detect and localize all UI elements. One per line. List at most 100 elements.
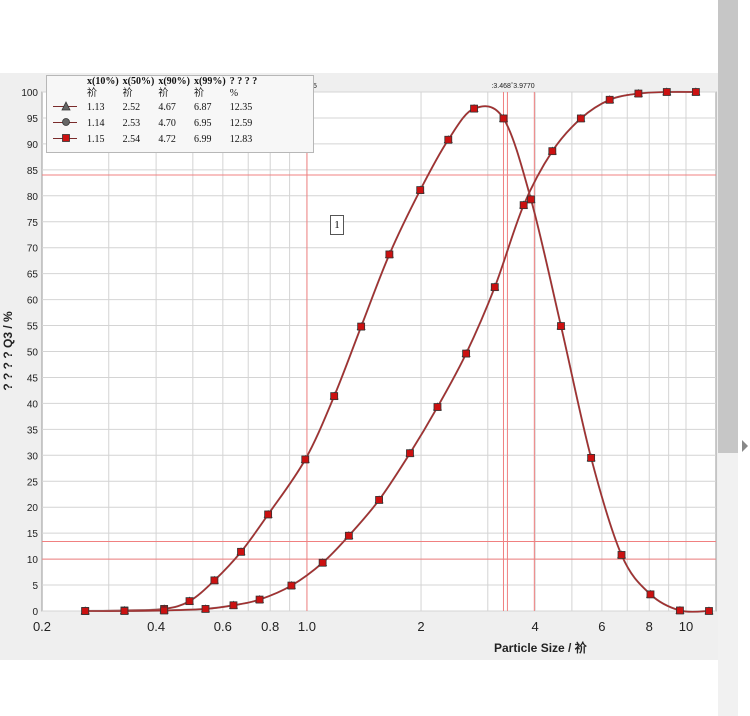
x-tick-label: 10	[679, 619, 693, 634]
legend-unit: 祄	[194, 88, 205, 99]
density-square-marker	[416, 186, 425, 194]
cumulative-square-marker	[691, 88, 700, 96]
x-tick-label: 4	[532, 619, 539, 634]
cumulative-square-marker	[634, 89, 643, 98]
legend-value: 12.83	[229, 134, 253, 145]
density-square-marker	[617, 551, 626, 559]
y-tick-label: 25	[27, 477, 39, 488]
triangle-marker-icon	[61, 101, 71, 111]
density-square-marker	[499, 114, 508, 123]
y-tick-label: 75	[27, 218, 39, 229]
cumulative-square-marker	[318, 558, 327, 567]
cumulative-square-marker	[120, 607, 129, 615]
legend-unit: %	[229, 88, 239, 99]
legend-value: 1.14	[87, 118, 105, 129]
legend-value: 4.70	[158, 118, 176, 129]
cumulative-square-marker	[344, 531, 353, 540]
x-axis-title: Particle Size / 祄	[494, 641, 587, 655]
cumulative-square-marker	[433, 403, 442, 411]
density-square-marker	[210, 576, 219, 585]
cumulative-square-marker	[662, 88, 671, 96]
legend-header: x(99%)	[194, 76, 226, 87]
legend-header: x(50%)	[122, 76, 155, 87]
legend-value: 1.13	[87, 102, 105, 113]
legend-unit: 祄	[158, 88, 169, 99]
cumulative-square-marker	[160, 606, 169, 615]
cursor-label[interactable]: 1	[330, 215, 344, 235]
legend-row: 1.15 2.54 4.72 6.99 12.83	[47, 132, 259, 148]
legend-value: 2.54	[122, 134, 141, 145]
y-tick-label: 60	[27, 296, 39, 307]
square-marker-icon	[62, 134, 70, 142]
legend-header: x(10%)	[87, 76, 119, 87]
legend-value: 2.53	[122, 118, 141, 129]
legend-header: x(90%)	[158, 76, 191, 87]
x-tick-label: 0.8	[261, 619, 279, 634]
legend-row: 1.13 2.52 4.67 6.87 12.35	[47, 100, 259, 116]
circle-marker-icon	[62, 118, 70, 126]
y-tick-label: 90	[27, 140, 39, 151]
cumulative-square-marker	[287, 581, 296, 590]
legend-value: 4.72	[158, 134, 176, 145]
cumulative-square-marker	[255, 595, 264, 604]
cumulative-square-marker	[229, 601, 238, 610]
density-square-marker	[264, 510, 273, 519]
legend-value: 6.95	[194, 118, 212, 129]
density-square-marker	[330, 392, 339, 401]
y-tick-label: 65	[27, 270, 39, 281]
scrollbar-thumb[interactable]	[718, 0, 738, 453]
density-square-marker	[587, 453, 596, 462]
y-tick-label: 0	[32, 607, 38, 618]
legend-value: 12.59	[229, 118, 253, 129]
y-tick-label: 35	[27, 425, 39, 436]
density-square-marker	[357, 322, 366, 331]
legend-value: 6.99	[194, 134, 212, 145]
y-axis-title: ? ? ? ? Q3 / %	[1, 311, 15, 391]
legend-unit: 祄	[87, 88, 97, 99]
expand-arrow-icon[interactable]	[742, 440, 748, 452]
density-square-marker	[646, 590, 655, 599]
x-tick-label: 8	[646, 619, 653, 634]
density-square-marker	[470, 104, 478, 113]
density-square-marker	[676, 606, 684, 615]
x-tick-label: 0.2	[33, 619, 51, 634]
vertical-scrollbar[interactable]	[718, 0, 738, 716]
y-tick-label: 5	[32, 581, 38, 592]
x-tick-label: 0.6	[214, 619, 232, 634]
y-tick-label: 45	[27, 373, 39, 384]
x-tick-label: 0.4	[147, 619, 165, 634]
y-tick-label: 85	[27, 166, 39, 177]
y-tick-label: 80	[27, 192, 39, 203]
y-tick-label: 95	[27, 114, 39, 125]
legend-row: 1.14 2.53 4.70 6.95 12.59	[47, 116, 259, 132]
y-tick-label: 30	[27, 451, 39, 462]
legend-value: 1.15	[87, 134, 105, 145]
y-tick-label: 15	[27, 529, 39, 540]
legend: x(10%) x(50%) x(90%) x(99%) ? ? ? ? 祄 祄 …	[46, 75, 314, 153]
cumulative-square-marker	[201, 605, 210, 613]
legend-value: 2.52	[122, 102, 141, 113]
x-tick-label: 2	[417, 619, 424, 634]
cumulative-square-marker	[576, 114, 585, 123]
density-square-marker	[301, 455, 310, 464]
legend-unit: 祄	[122, 88, 133, 99]
x-tick-label: 6	[598, 619, 605, 634]
y-tick-label: 50	[27, 348, 39, 359]
y-tick-label: 70	[27, 244, 39, 255]
cumulative-square-marker	[406, 449, 414, 458]
cumulative-square-marker	[81, 607, 90, 615]
density-square-marker	[444, 135, 453, 144]
cumulative-square-marker	[605, 95, 614, 104]
top-label-left: 5	[313, 83, 317, 90]
legend-value: 12.35	[229, 102, 253, 113]
y-tick-label: 20	[27, 503, 39, 514]
y-tick-label: 100	[21, 88, 38, 99]
y-tick-label: 10	[27, 555, 39, 566]
cumulative-square-marker	[462, 349, 471, 358]
density-square-marker	[527, 195, 535, 204]
legend-value: 4.67	[158, 102, 176, 113]
density-square-marker	[705, 607, 713, 615]
cumulative-square-marker	[490, 283, 499, 292]
cumulative-square-marker	[519, 201, 528, 210]
